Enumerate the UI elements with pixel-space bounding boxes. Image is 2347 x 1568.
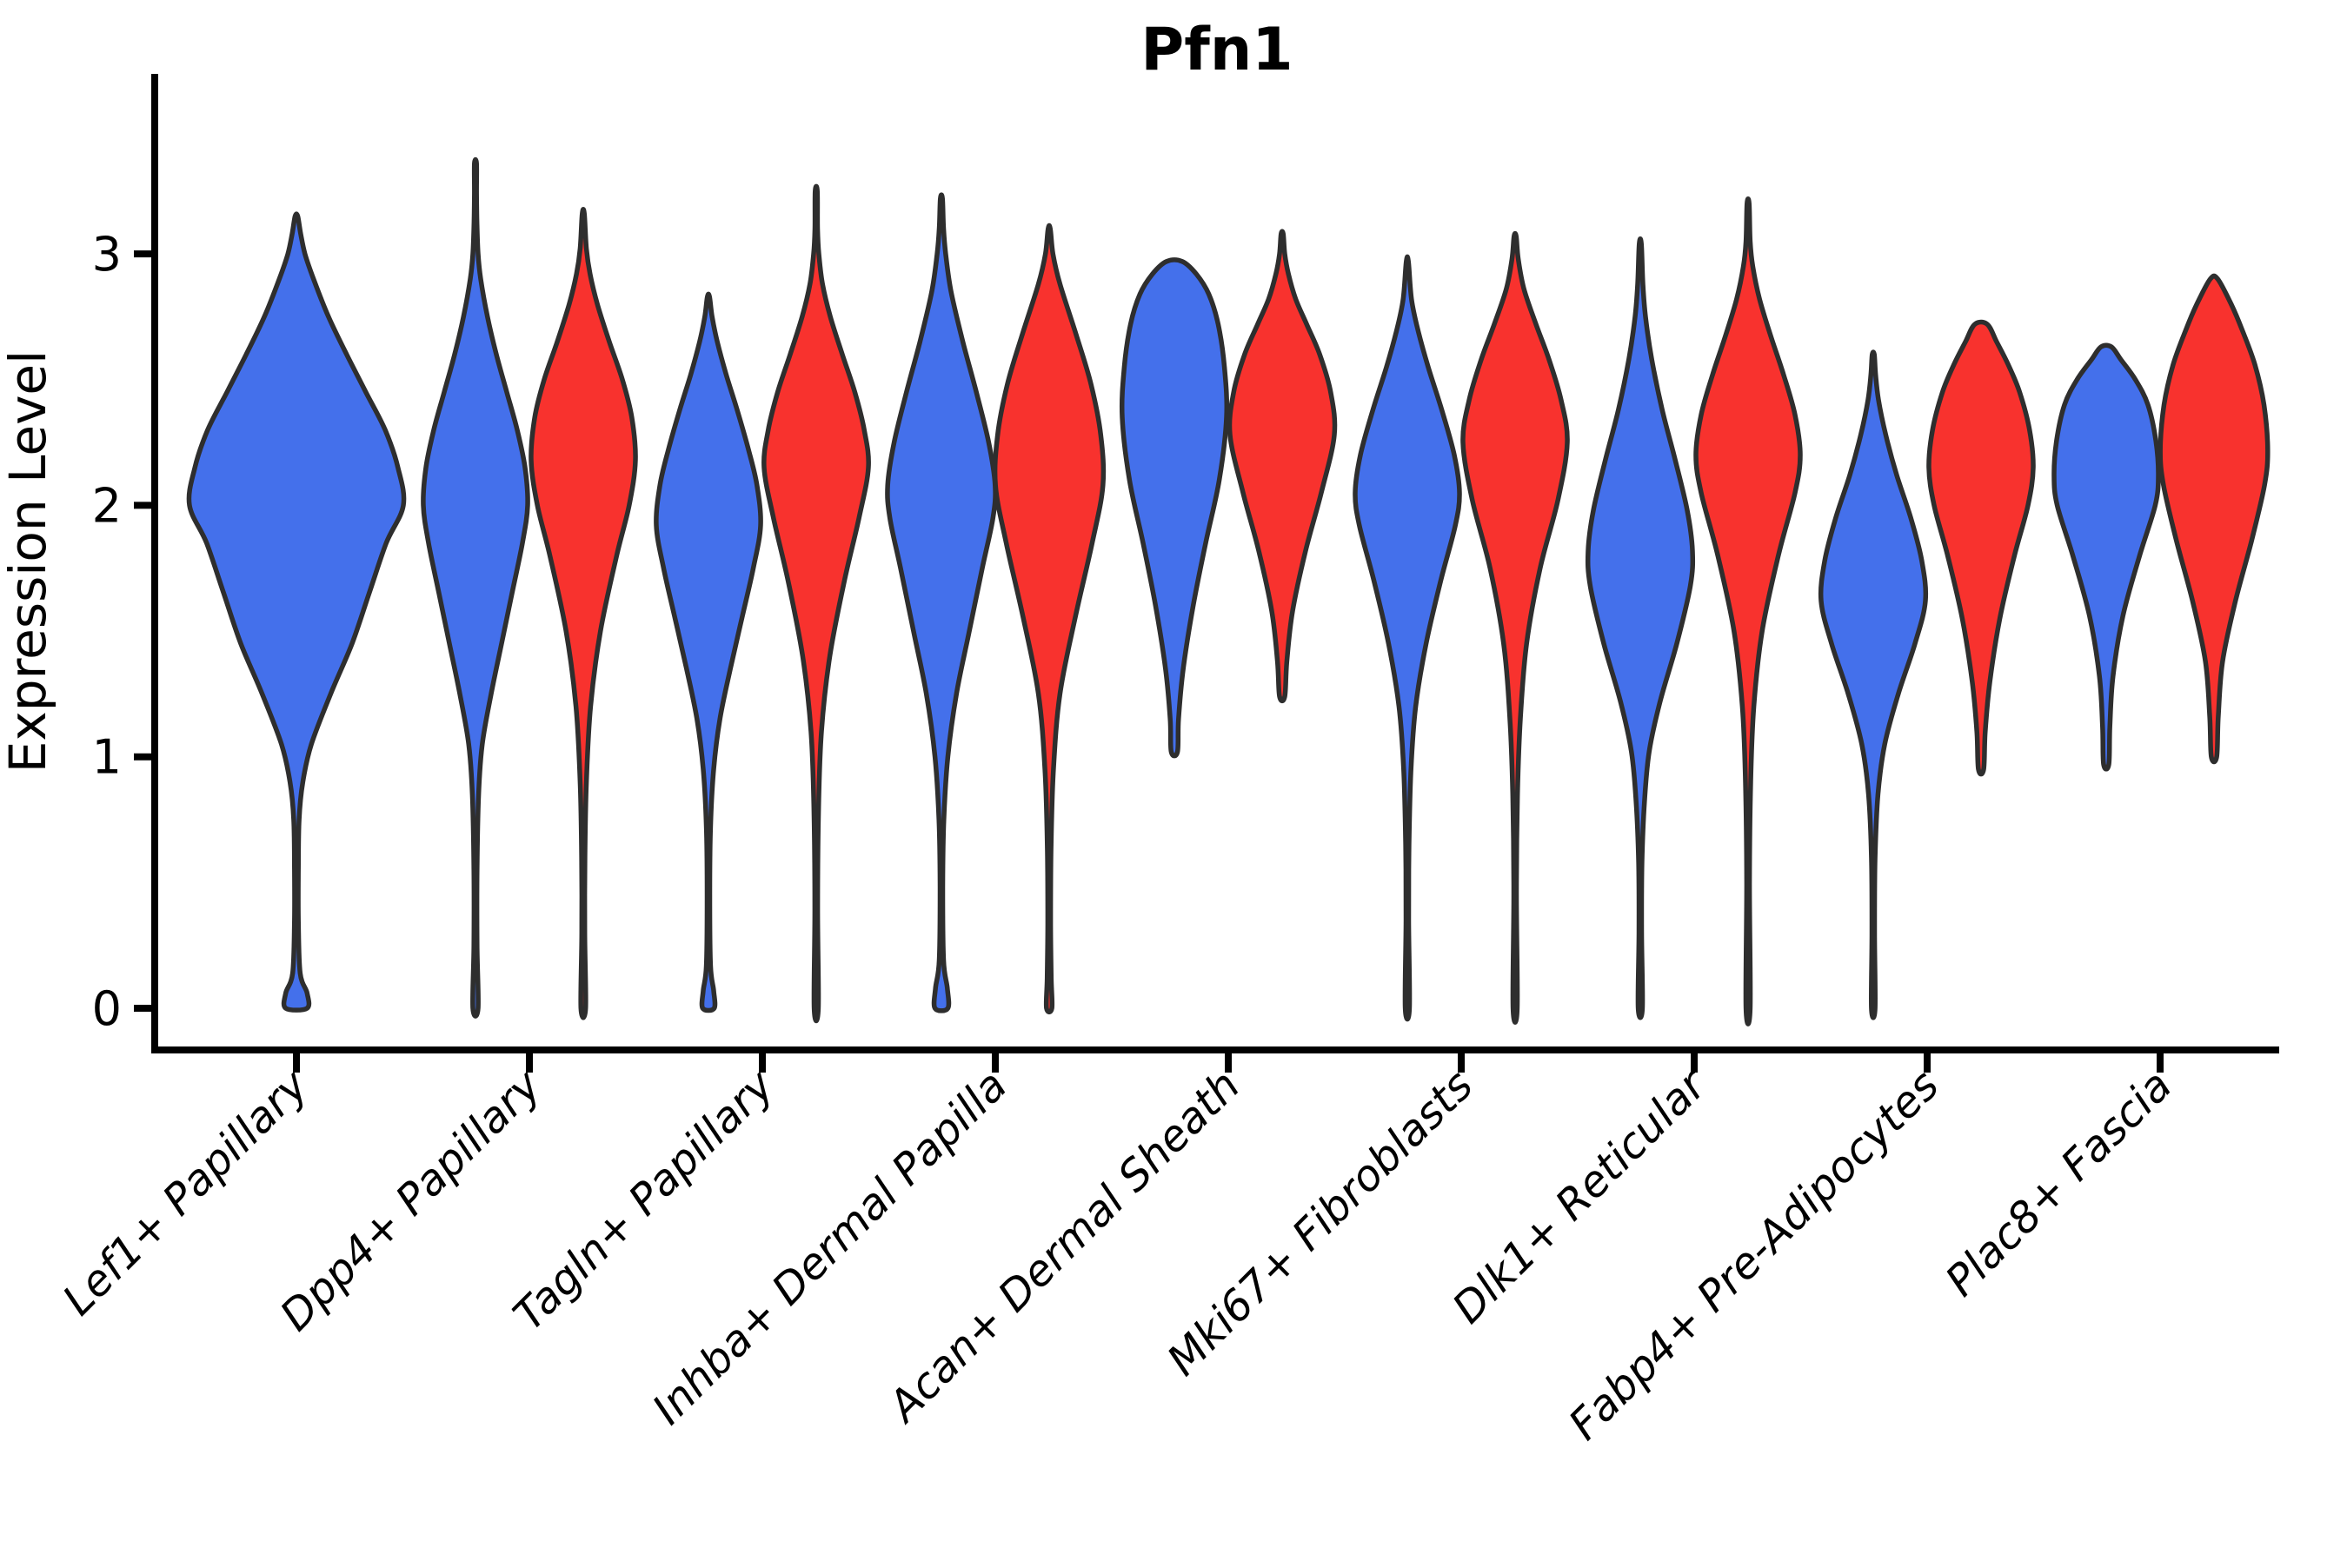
y-tick-label-1: 1 [92,730,122,785]
y-tick-label-2: 2 [92,478,122,533]
x-tick-label-dpp4-papillary: Dpp4+ Papillary [270,1060,551,1340]
violin-fabp4-pre-adipocytes-red [1926,319,2036,777]
y-tick-label-3: 3 [92,227,122,282]
x-tick-label-plac8-fascia: Plac8+ Fascia [1936,1060,2181,1306]
violin-fabp4-pre-adipocytes-blue [1818,349,1929,1020]
axis-spines [151,74,2279,1053]
violin-mki67-fibroblasts-red [1460,230,1570,1026]
violin-mki67-fibroblasts-blue [1353,254,1462,1022]
violin-dlk1-reticular-red [1693,196,1803,1027]
violin-acan-dermal-sheath-red [1227,229,1338,704]
x-tick-label-tagln-papillary: Tagln+ Papillary [504,1060,784,1339]
x-tick-label-dlk1-reticular: Dlk1+ Reticular [1443,1059,1717,1332]
y-tick-label-0: 0 [92,981,122,1036]
x-tick-label-fabp4-pre-adipocytes: Fabp4+ Pre-Adipocytes [1559,1060,1949,1450]
x-tick-label-lef1-papillary: Lef1+ Papillary [53,1060,318,1325]
violin-plac8-fascia-red [2158,273,2271,765]
violin-inhba-dermal-papilla-red [992,223,1107,1014]
violin-plac8-fascia-blue [2051,342,2161,772]
violin-tagln-papillary-red [761,183,871,1024]
y-axis-label: Expression Level [0,350,57,773]
violin-lef1-papillary-blue [186,211,407,1013]
y-tick-labels: 0 1 2 3 [92,227,122,1036]
axes-layer [134,74,2279,1073]
violin-dpp4-papillary-blue [421,156,530,1019]
violin-dlk1-reticular-blue [1585,236,1696,1020]
violins-layer [186,156,2271,1027]
violin-inhba-dermal-papilla-blue [885,192,998,1013]
violin-tagln-papillary-blue [654,291,763,1013]
violin-dpp4-papillary-red [529,207,638,1020]
plot-title: Pfn1 [1140,16,1293,84]
violin-acan-dermal-sheath-blue [1119,257,1230,759]
